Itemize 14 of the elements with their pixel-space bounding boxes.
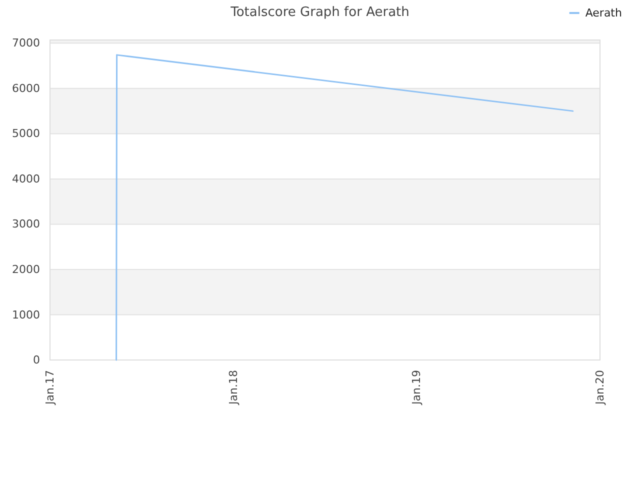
y-tick-label: 3000 — [12, 218, 40, 231]
x-tick-label: Jan.17 — [44, 370, 56, 406]
y-tick-label: 1000 — [12, 308, 40, 322]
y-tick-label: 0 — [33, 354, 40, 367]
y-tick-label: 7000 — [12, 36, 40, 50]
x-tick-label: Jan.19 — [410, 370, 424, 406]
y-tick-label: 6000 — [12, 82, 40, 95]
y-tick-label: 4000 — [12, 172, 40, 186]
x-tick-label: Jan.20 — [594, 370, 606, 406]
y-tick-label: 5000 — [12, 127, 40, 140]
x-tick-label: Jan.18 — [226, 370, 240, 406]
legend-label: Aerath — [585, 6, 622, 20]
chart-title: Totalscore Graph for Aerath — [230, 5, 410, 20]
y-tick-label: 2000 — [12, 262, 40, 276]
